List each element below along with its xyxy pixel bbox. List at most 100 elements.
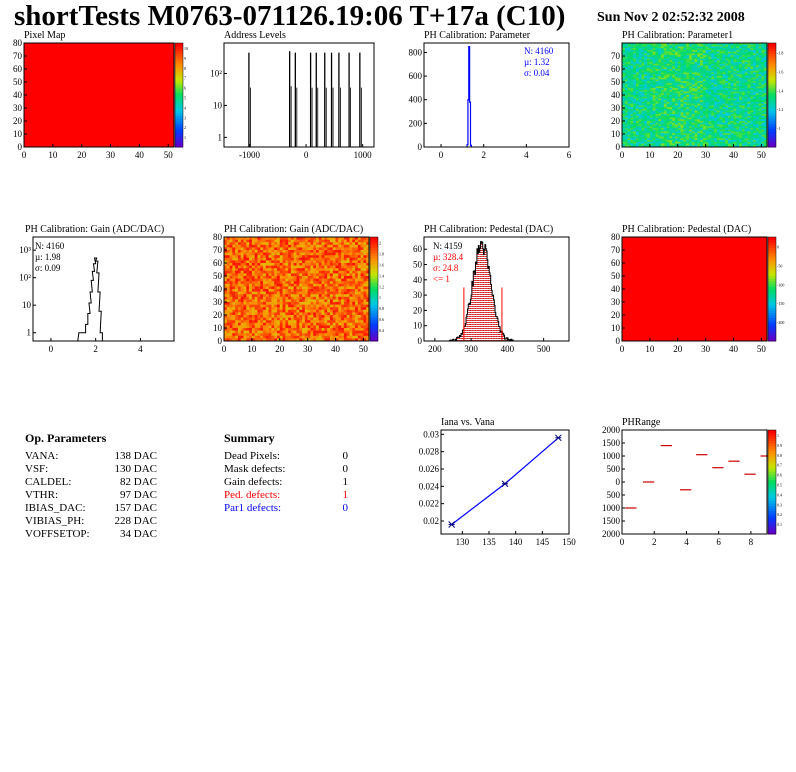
ph-param1-cell xyxy=(733,51,737,54)
ph-param1-cell xyxy=(680,58,684,61)
gain-map-cell xyxy=(232,317,236,321)
gain-map-cell xyxy=(268,302,272,305)
ph-param1-cell xyxy=(649,129,653,132)
gain-map-cell xyxy=(299,242,303,246)
ph-param1-cell xyxy=(753,136,757,139)
ph-param1-cell xyxy=(733,58,737,61)
ph-param1-cell xyxy=(750,48,754,51)
pixel-map-ztick-label: 3 xyxy=(184,115,186,120)
ph-param1-cell xyxy=(677,103,681,106)
ph-param1-cell xyxy=(672,46,676,49)
ph-param1-cell xyxy=(750,141,754,144)
ph-param1-cell xyxy=(711,58,715,61)
ph-param1-cell xyxy=(630,96,634,99)
gain-map-cell xyxy=(268,325,272,329)
gain-map-cell xyxy=(341,286,345,290)
ph-param1-cell xyxy=(674,79,679,82)
ph-param1-cell xyxy=(655,141,659,144)
ph-param1-cell xyxy=(755,136,759,139)
gain-map-cell xyxy=(299,322,303,326)
ph-param1-cell xyxy=(725,67,729,70)
gain-map-cell xyxy=(288,312,292,316)
gain-map-cell xyxy=(240,265,244,269)
ph-param1-cell xyxy=(700,91,704,94)
ph-param1-cell xyxy=(727,86,732,89)
ph-param1-zscale-cell xyxy=(768,63,776,67)
ph-param1-cell xyxy=(716,119,720,122)
gain-map-cell xyxy=(237,296,242,300)
ph-param1-cell xyxy=(700,63,704,66)
ph-param1-cell xyxy=(694,82,698,85)
gain-map-cell xyxy=(338,283,342,287)
ph-param1-cell xyxy=(647,136,651,139)
ph-param1-cell xyxy=(688,82,693,85)
ph-param1-cell xyxy=(686,93,690,96)
gain-map-cell xyxy=(260,268,264,272)
gain-map-cell xyxy=(226,237,230,240)
ph-param1-xtick-label: 10 xyxy=(645,150,655,160)
gain-map-cell xyxy=(274,252,278,256)
ph-param1-cell xyxy=(680,79,684,82)
ph-param1-cell xyxy=(714,93,718,96)
ph-param1-cell xyxy=(741,103,745,106)
gain-map-cell xyxy=(263,294,267,298)
gain-map-cell xyxy=(237,283,242,287)
ph-param1-cell xyxy=(730,51,734,54)
ph-param1-cell xyxy=(630,62,634,65)
ph-param1-cell xyxy=(739,136,743,139)
ph-param1-cell xyxy=(708,100,712,103)
ph-param1-cell xyxy=(700,107,704,110)
ph-param1-cell xyxy=(739,100,743,103)
gain-map-cell xyxy=(324,335,328,339)
ph-param1-cell xyxy=(725,49,729,52)
gain-map-cell xyxy=(290,294,295,298)
ph-param1-cell xyxy=(658,67,662,70)
ph-param1-cell xyxy=(686,138,690,141)
gain-map-cell xyxy=(304,302,308,305)
ph-param1-cell xyxy=(727,44,732,47)
gain-map-cell xyxy=(332,260,336,264)
gain-map-cell xyxy=(229,263,233,266)
ph-param1-cell xyxy=(691,121,695,124)
ph-param1-cell xyxy=(666,70,670,73)
ph-param1-cell xyxy=(658,122,662,125)
gain-map-cell xyxy=(329,328,334,331)
ph-param1-cell xyxy=(683,86,687,89)
gain-map-cell xyxy=(246,268,250,272)
gain-map-cell xyxy=(338,322,342,326)
ph-param1-cell xyxy=(672,93,676,96)
ph-param1-cell xyxy=(644,98,648,101)
ph-param1-cell xyxy=(686,62,690,65)
gain-map-cell xyxy=(276,276,281,279)
gain-map-cell xyxy=(224,273,228,277)
ph-param1-cell xyxy=(705,108,709,111)
ph-param1-cell xyxy=(644,75,648,78)
ph-param1-cell xyxy=(714,95,718,98)
gain-map-cell xyxy=(296,335,300,339)
ph-param1-cell xyxy=(680,75,684,78)
ph-param1-cell xyxy=(661,55,665,58)
gain-map-cell xyxy=(318,296,322,300)
ph-param1-cell xyxy=(711,82,715,85)
gain-map-cell xyxy=(260,242,264,246)
ph-param1-cell xyxy=(683,69,687,72)
gain-map-cell xyxy=(226,278,230,282)
ph-param1-cell xyxy=(649,49,653,52)
ph-param1-cell xyxy=(672,138,676,141)
ph-param1-cell xyxy=(727,51,732,54)
ph-param1-cell xyxy=(635,101,640,104)
gain-map-cell xyxy=(313,250,317,253)
ph-param1-cell xyxy=(753,77,757,80)
ph-param1-cell xyxy=(758,48,762,51)
ph-param1-cell xyxy=(744,115,748,118)
ph-param1-cell xyxy=(697,112,701,115)
gain-map-cell xyxy=(321,289,325,292)
ph-param1-cell xyxy=(697,133,701,136)
ph-param1-cell xyxy=(736,119,740,122)
ph-param1-cell xyxy=(677,134,681,137)
ph-param1-cell xyxy=(624,117,628,120)
gain-map-cell xyxy=(299,244,303,248)
ph-param1-xtick-label: 30 xyxy=(701,150,711,160)
ph-param1-cell xyxy=(633,55,637,58)
ph-param1-cell xyxy=(624,95,628,98)
